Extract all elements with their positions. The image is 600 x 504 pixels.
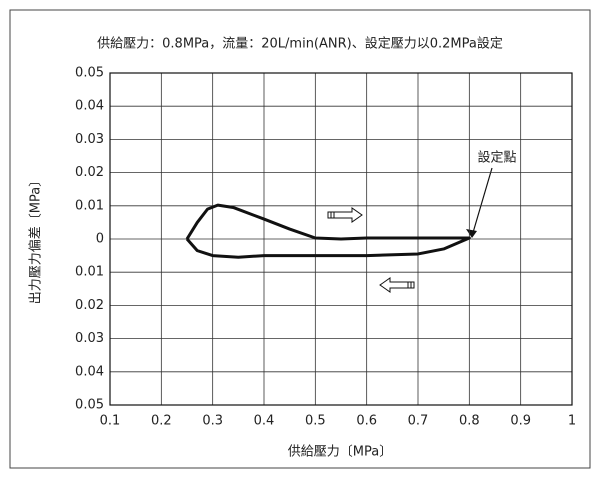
y-tick-label: 0.03 <box>75 132 104 147</box>
annotation: 設定點 <box>477 150 516 166</box>
y-tick-label: 0.03 <box>75 331 104 346</box>
data-line <box>185 203 471 259</box>
annotation-arrow <box>471 167 493 237</box>
y-tick-label: 0.04 <box>75 364 104 379</box>
y-tick-label: 0.01 <box>75 198 104 213</box>
x-tick-label: 0.6 <box>356 414 377 429</box>
direction-arrow-right <box>327 207 363 223</box>
y-tick-label: 0.02 <box>75 165 104 180</box>
y-tick-label: 0.05 <box>75 398 104 413</box>
frame <box>9 9 591 469</box>
x-tick-label: 0.1 <box>100 414 121 429</box>
y-tick-label: 0.01 <box>75 265 104 280</box>
y-tick-label: 0 <box>96 232 104 247</box>
x-tick-label: 0.9 <box>510 414 531 429</box>
y-tick-label: 0.05 <box>75 66 104 81</box>
x-axis-label: 供給壓力〔MPa〕 <box>288 445 392 460</box>
x-tick-label: 0.7 <box>408 414 429 429</box>
arrowhead <box>466 229 477 238</box>
x-tick-label: 0.3 <box>202 414 223 429</box>
x-tick-label: 1 <box>568 414 576 429</box>
x-tick-label: 0.5 <box>305 414 326 429</box>
plot-border <box>109 72 573 406</box>
chart-title: 供給壓力：0.8MPa，流量：20L/min(ANR)、設定壓力以0.2MPa設… <box>97 36 503 52</box>
y-tick-label: 0.02 <box>75 298 104 313</box>
direction-arrow-left <box>379 277 415 293</box>
y-axis-label: 出力壓力偏差〔MPa〕 <box>29 174 44 304</box>
x-tick-label: 0.8 <box>459 414 480 429</box>
x-tick-label: 0.4 <box>254 414 275 429</box>
x-tick-label: 0.2 <box>151 414 172 429</box>
y-tick-label: 0.04 <box>75 99 104 114</box>
